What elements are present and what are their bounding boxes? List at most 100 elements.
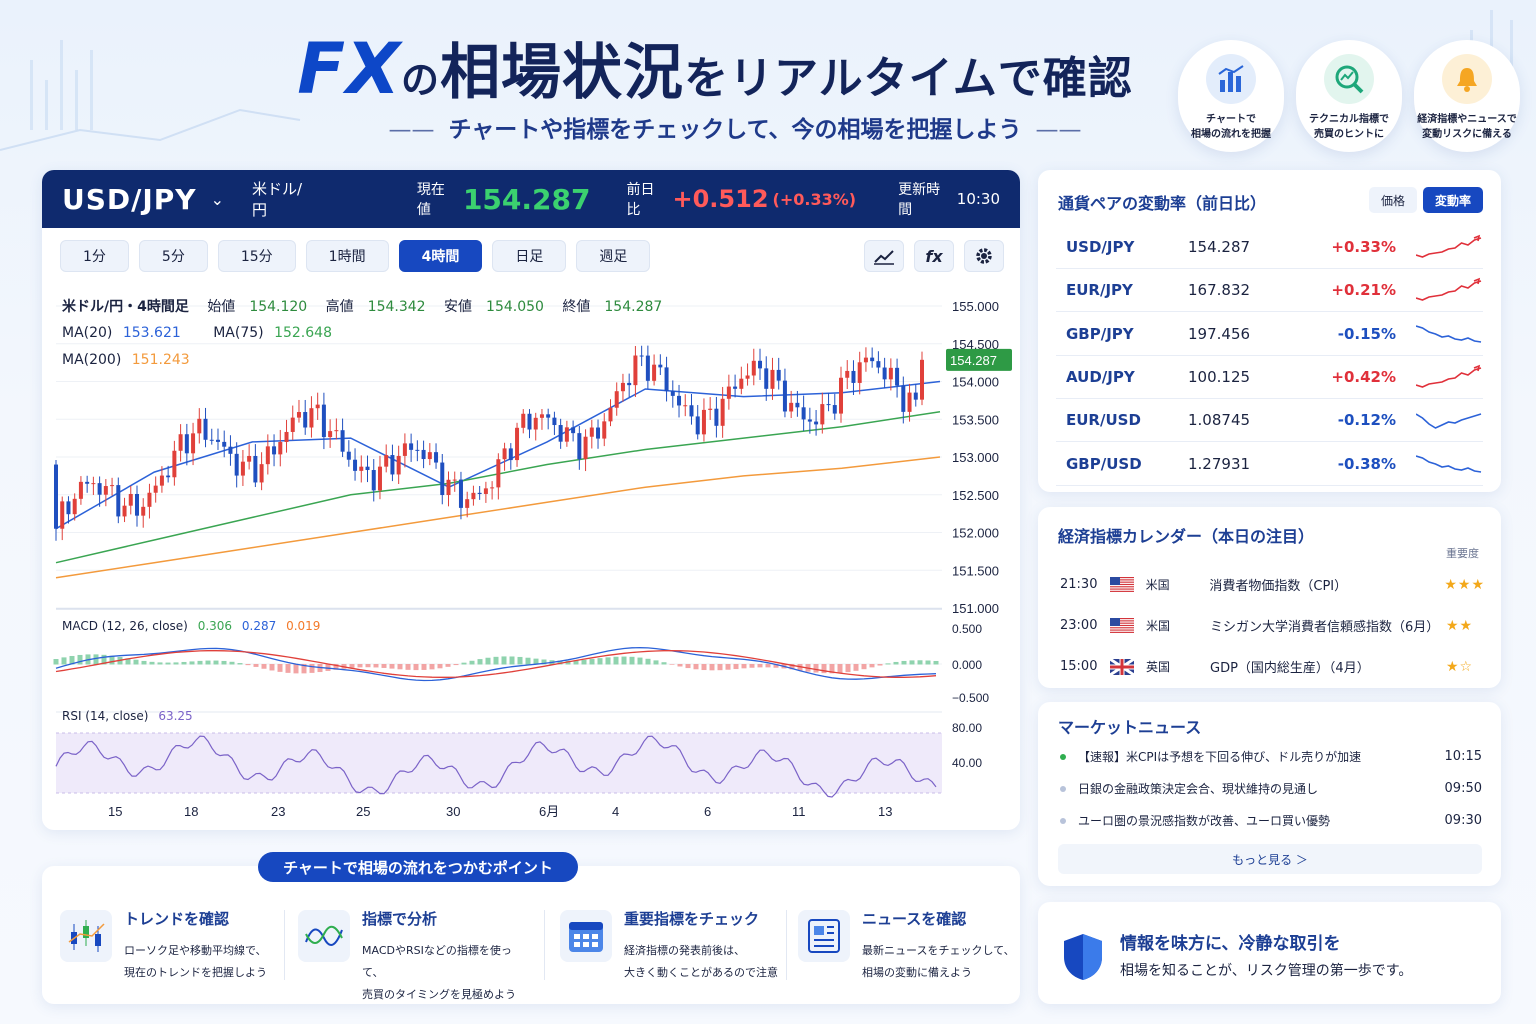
candlestick-chart[interactable]: 155.000 154.500 154.000 153.500 153.000 152.5… xyxy=(42,288,1020,830)
timeframe-15m[interactable]: 15分 xyxy=(217,240,296,272)
price-tick: 155.000 xyxy=(952,299,999,314)
rate-change: -0.15% xyxy=(1337,324,1396,343)
candle-body xyxy=(564,427,569,442)
candle-body xyxy=(645,355,650,381)
close-value: 154.287 xyxy=(604,299,663,315)
chevron-down-icon[interactable]: ⌄ xyxy=(210,189,224,209)
candle-body xyxy=(365,466,370,471)
candle-body xyxy=(789,402,794,412)
current-price-tag-text: 154.287 xyxy=(950,353,997,368)
calendar-event: GDP（国内総生産）（4月） xyxy=(1210,661,1370,676)
candle-body xyxy=(639,355,644,357)
market-news-card: マーケットニュース 【速報】米CPIは予想を下回る伸び、ドル売りが加速 10:15… xyxy=(1038,702,1501,886)
candle-body xyxy=(857,362,862,383)
importance-stars: ★★★ xyxy=(1444,576,1485,593)
candle-body xyxy=(353,459,358,471)
candle-body xyxy=(91,483,96,485)
candle-body xyxy=(521,413,526,428)
timeframe-5m[interactable]: 5分 xyxy=(138,240,208,272)
calendar-row[interactable]: 23:00 米国 ミシガン大学消費者信頼感指数（6月） ★★ xyxy=(1060,616,1485,635)
rate-price: 167.832 xyxy=(1188,281,1251,300)
rate-price: 1.08745 xyxy=(1188,411,1251,430)
rate-change: +0.33% xyxy=(1331,238,1396,256)
price-label: 現在値 xyxy=(416,182,445,218)
macd-histogram-bar xyxy=(221,660,227,665)
macd-histogram-bar xyxy=(333,664,339,670)
calendar-row[interactable]: 21:30 米国 消費者物価指数（CPI） ★★★ xyxy=(1060,575,1485,594)
macd-histogram-bar xyxy=(429,664,435,670)
line-chart-icon[interactable] xyxy=(864,240,904,272)
candle-body xyxy=(633,355,638,386)
candle-body xyxy=(147,492,152,507)
gear-icon[interactable] xyxy=(964,240,1004,272)
rate-row[interactable]: AUD/JPY 100.125 +0.42% xyxy=(1056,356,1483,399)
candle-body xyxy=(303,412,308,428)
news-item[interactable]: ユーロ圏の景況感指数が改善、ユーロ買い優勢 09:30 xyxy=(1060,812,1482,829)
candle-body xyxy=(247,455,252,462)
tab-change[interactable]: 変動率 xyxy=(1422,187,1483,213)
calendar-row[interactable]: 15:00 英国 GDP（国内総生産）（4月） ★☆ xyxy=(1060,657,1485,676)
timeframe-weekly[interactable]: 週足 xyxy=(576,240,651,272)
timeframe-1m[interactable]: 1分 xyxy=(60,240,129,272)
macd-histogram-bar xyxy=(53,659,59,665)
rate-row[interactable]: GBP/JPY 197.456 -0.15% xyxy=(1056,313,1483,356)
price-change-pct: (+0.33%) xyxy=(772,189,857,209)
candle-body xyxy=(876,361,881,368)
candle-body xyxy=(228,446,233,454)
price-tick: 153.500 xyxy=(952,412,999,427)
date-tick: 15 xyxy=(108,804,122,819)
candle-body xyxy=(421,449,426,460)
rate-row[interactable]: GBP/USD 1.27931 -0.38% xyxy=(1056,443,1483,486)
title-no: の xyxy=(401,58,441,102)
more-news-button[interactable]: もっと見る ＞ xyxy=(1058,844,1482,874)
tip-card: 情報を味方に、冷静な取引を 相場を知ることが、リスク管理の第一歩です。 xyxy=(1038,902,1501,1004)
rate-row[interactable]: EUR/USD 1.08745 -0.12% xyxy=(1056,399,1483,443)
candle-body xyxy=(913,392,918,400)
pair-selector[interactable]: USD/JPY xyxy=(62,182,197,216)
fx-indicator-button[interactable]: fx xyxy=(914,240,954,272)
macd-histogram-bar xyxy=(829,664,835,674)
candle-body xyxy=(664,367,669,392)
candle-body xyxy=(359,466,364,471)
timeframe-1h[interactable]: 1時間 xyxy=(305,240,389,272)
point-desc: 相場の変動に備えよう xyxy=(862,966,972,979)
macd-histogram-bar xyxy=(557,660,563,665)
tab-price[interactable]: 価格 xyxy=(1368,187,1417,213)
macd-histogram-bar xyxy=(837,664,843,673)
macd-histogram-bar xyxy=(597,658,603,665)
macd-histogram-bar xyxy=(445,664,451,667)
updated-label: 更新時間 xyxy=(898,182,941,218)
macd-hist: 0.019 xyxy=(286,619,321,633)
sparkline xyxy=(1416,324,1482,343)
rate-row[interactable]: EUR/JPY 167.832 +0.21% xyxy=(1056,269,1483,313)
macd-tick: −0.500 xyxy=(952,691,989,705)
candle-body xyxy=(85,481,90,484)
candle-body xyxy=(701,409,706,435)
macd-histogram-bar xyxy=(93,654,99,665)
macd-histogram-bar xyxy=(925,660,931,665)
macd-histogram-bar xyxy=(541,659,547,665)
candle-body xyxy=(309,408,314,428)
timeframe-daily[interactable]: 日足 xyxy=(492,240,567,272)
candle-body xyxy=(222,441,227,447)
macd-histogram-bar xyxy=(869,664,875,668)
news-item[interactable]: 日銀の金融政策決定会合、現状維持の見通し 09:50 xyxy=(1060,780,1482,797)
news-item[interactable]: 【速報】米CPIは予想を下回る伸び、ドル売りが加速 10:15 xyxy=(1060,748,1482,765)
updated-time: 10:30 xyxy=(956,190,1001,208)
macd-histogram-bar xyxy=(421,664,427,670)
chart-panel: USD/JPY ⌄ 米ドル/円 現在値 154.287 前日比 +0.512 (… xyxy=(42,170,1020,830)
candle-body xyxy=(515,427,520,461)
rate-row[interactable]: USD/JPY 154.287 +0.33% xyxy=(1056,226,1483,269)
point-desc: 経済指標の発表前後は、 xyxy=(624,944,745,957)
timeframe-4h[interactable]: 4時間 xyxy=(398,240,483,272)
candle-body xyxy=(801,407,806,420)
macd-histogram-bar xyxy=(789,664,795,670)
candle-body xyxy=(870,357,875,362)
candle-body xyxy=(888,367,893,380)
candle-body xyxy=(259,464,264,483)
candle-body xyxy=(446,479,451,496)
ma-readout: MA(20) 153.621 MA(75) 152.648 xyxy=(62,325,332,341)
macd-label: MACD (12, 26, close) xyxy=(62,619,188,633)
divider xyxy=(544,910,545,980)
price-tick: 152.500 xyxy=(952,488,999,503)
